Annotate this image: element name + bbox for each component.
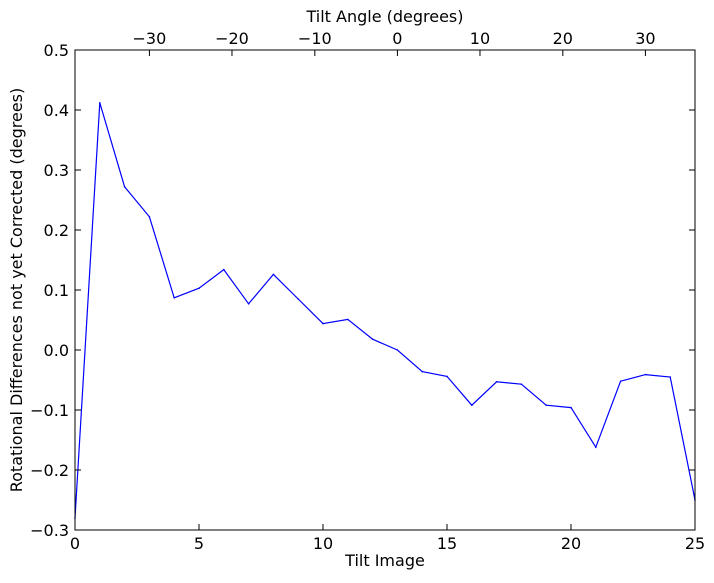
- x-axis-label: Tilt Image: [344, 551, 425, 570]
- x-tick-label: 10: [313, 534, 333, 553]
- top-tick-label: −10: [298, 29, 332, 48]
- data-point: [446, 375, 448, 378]
- x-tick-label: 25: [685, 534, 705, 553]
- y-tick-label: 0.4: [44, 101, 69, 120]
- series-layer: [74, 102, 696, 519]
- data-point: [471, 404, 473, 407]
- data-point: [669, 376, 671, 378]
- data-point: [619, 380, 622, 383]
- data-point: [297, 298, 300, 300]
- y-tick-label: 0.3: [44, 161, 69, 180]
- data-point: [421, 370, 424, 373]
- y-tick-label: 0.2: [44, 221, 69, 240]
- x-tick-label: 15: [437, 534, 457, 553]
- x-tick-label: 0: [70, 534, 80, 553]
- data-point: [247, 303, 250, 305]
- y-tick-label: 0.0: [44, 341, 69, 360]
- data-point: [495, 381, 498, 383]
- data-point: [570, 406, 572, 409]
- x-tick-label: 5: [194, 534, 204, 553]
- series-line: [74, 102, 696, 519]
- data-point: [520, 383, 523, 386]
- data-point: [272, 273, 275, 276]
- y-axis-label: Rotational Differences not yet Corrected…: [7, 88, 26, 493]
- data-point: [322, 322, 324, 325]
- data-point: [99, 102, 101, 104]
- top-tick-label: 0: [392, 29, 402, 48]
- data-point: [545, 404, 547, 407]
- data-point: [396, 349, 399, 351]
- data-point: [644, 373, 647, 376]
- top-tick-label: 30: [635, 29, 655, 48]
- data-point: [123, 186, 126, 188]
- top-tick-label: 20: [553, 29, 573, 48]
- top-tick-label: −20: [215, 29, 249, 48]
- plot-frame: [74, 49, 696, 531]
- data-point: [347, 318, 349, 321]
- ticks-layer: 0 5 10 15 20 25 −30 −20 −10 0 10 20 30 −0.3 −0.2 −0.1 0.…: [30, 29, 705, 553]
- y-tick-label: −0.3: [30, 521, 69, 540]
- data-point: [198, 287, 200, 290]
- data-point: [371, 338, 374, 341]
- data-point: [148, 216, 151, 218]
- data-point: [173, 297, 175, 299]
- plot-area: [75, 50, 695, 530]
- y-tick-label: −0.1: [30, 401, 69, 420]
- data-point: [595, 446, 597, 449]
- y-tick-label: 0.5: [44, 41, 69, 60]
- top-axis-label: Tilt Angle (degrees): [305, 7, 463, 26]
- y-tick-label: −0.2: [30, 461, 69, 480]
- y-tick-label: 0.1: [44, 281, 69, 300]
- top-tick-label: −30: [133, 29, 167, 48]
- data-point: [223, 268, 225, 271]
- top-tick-label: 10: [470, 29, 490, 48]
- x-tick-label: 20: [561, 534, 581, 553]
